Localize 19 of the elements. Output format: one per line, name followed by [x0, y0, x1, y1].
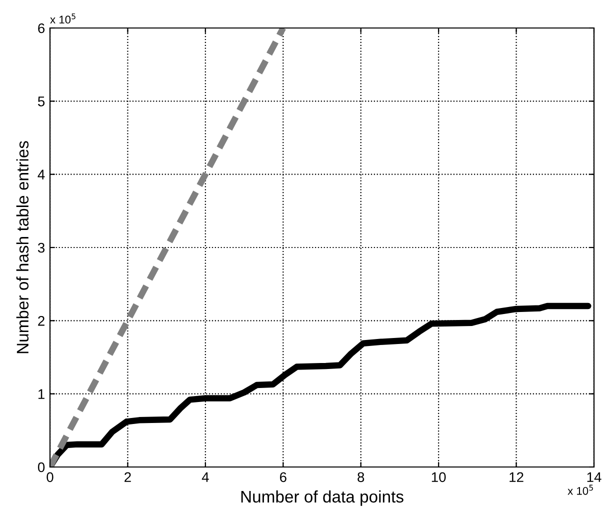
x-tick-label: 0	[46, 472, 54, 482]
y-tick-label: 5	[38, 96, 45, 106]
y-tick-label: 4	[38, 170, 45, 180]
x-tick-label: 8	[358, 472, 364, 482]
x-tick-label: 2	[124, 472, 131, 482]
x-tick-label: 10	[432, 472, 446, 482]
x-axis-title: Number of data points	[241, 490, 404, 506]
y-tick-label: 0	[38, 462, 45, 472]
y-tick-label: 6	[38, 23, 45, 34]
x-tick-label: 4	[202, 472, 209, 482]
y-tick-label: 1	[38, 389, 44, 399]
y-tick-label: 3	[38, 242, 45, 253]
y-axis-title: Number of hash table entries	[16, 141, 29, 354]
x-tick-label: 14	[587, 472, 602, 482]
text: x 10$^{5}$	[50, 14, 76, 24]
text: x 10$^{5}$	[568, 484, 593, 495]
x-tick-label: 12	[510, 472, 524, 482]
x-tick-label: 6	[280, 472, 286, 482]
y-tick-label: 2	[38, 316, 44, 326]
